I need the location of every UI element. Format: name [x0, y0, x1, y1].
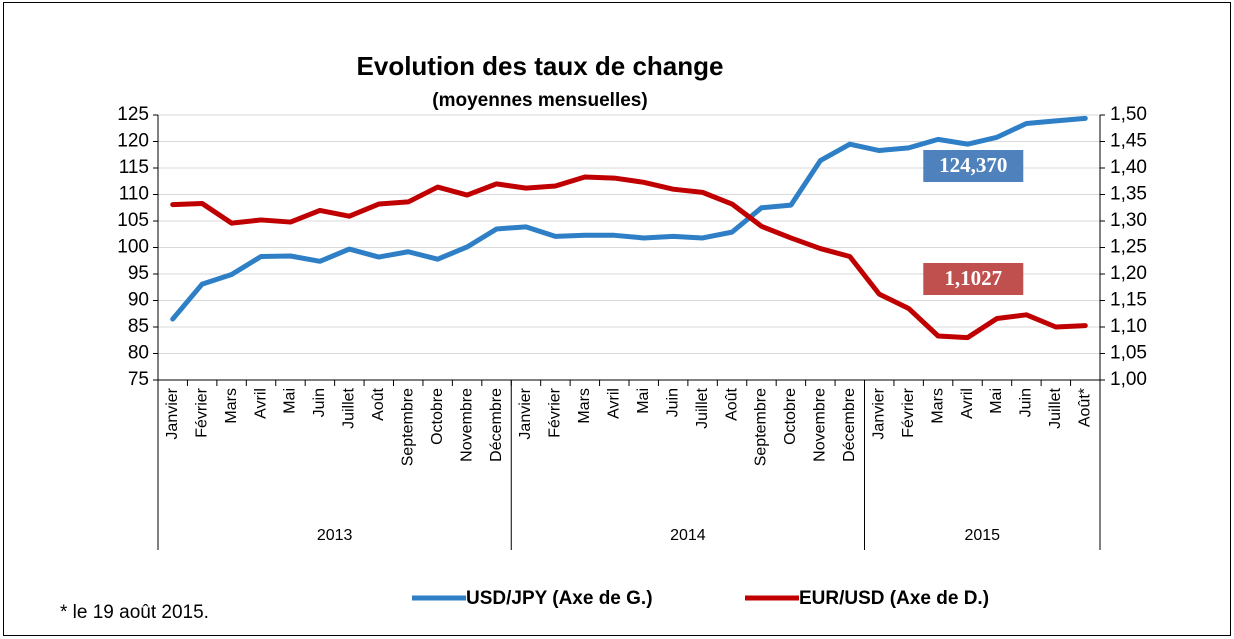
y-tick-label: 85: [128, 316, 149, 337]
y-tick-label: 75: [128, 369, 149, 390]
y2-tick-label: 1,05: [1110, 343, 1147, 364]
group-label: 2014: [670, 527, 706, 544]
chart-title: Evolution des taux de change: [357, 51, 724, 81]
x-tick-label: Février: [193, 387, 210, 437]
x-tick-label: Juillet: [341, 387, 358, 428]
group-label: 2015: [964, 527, 1000, 544]
x-tick-label: Mars: [223, 388, 240, 424]
x-tick-label: Septembre: [753, 388, 770, 466]
y-tick-label: 125: [117, 104, 149, 125]
y2-tick-label: 1,10: [1110, 316, 1147, 337]
x-tick-label: Mars: [576, 388, 593, 424]
y-tick-label: 105: [117, 210, 149, 231]
x-tick-label: Février: [547, 387, 564, 437]
y-tick-label: 95: [128, 263, 149, 284]
footnote: * le 19 août 2015.: [60, 602, 209, 623]
y2-tick-label: 1,35: [1110, 184, 1147, 205]
x-tick-label: Mai: [635, 388, 652, 414]
chart-subtitle: (moyennes mensuelles): [432, 90, 647, 111]
x-tick-label: Juillet: [694, 387, 711, 428]
x-tick-label: Août*: [1077, 388, 1094, 427]
x-tick-label: Avril: [252, 388, 269, 419]
legend-label: USD/JPY (Axe de G.): [466, 588, 653, 609]
x-tick-label: Août: [370, 387, 387, 420]
x-tick-label: Octobre: [782, 388, 799, 445]
x-tick-label: Juillet: [1047, 387, 1064, 428]
x-tick-label: Avril: [606, 388, 623, 419]
x-tick-label: Avril: [959, 388, 976, 419]
chart-frame: [3, 2, 1231, 636]
y2-tick-label: 1,30: [1110, 210, 1147, 231]
value-label: 1,1027: [944, 266, 1002, 290]
x-tick-label: Janvier: [517, 387, 534, 439]
x-tick-label: Février: [900, 387, 917, 437]
value-label-box: [923, 263, 1024, 295]
series-line: [170, 115, 1088, 322]
y2-tick-label: 1,00: [1110, 369, 1147, 390]
x-tick-label: Mars: [929, 388, 946, 424]
group-label: 2013: [317, 527, 353, 544]
y2-tick-label: 1,15: [1110, 290, 1147, 311]
value-label: 124,370: [939, 153, 1007, 177]
x-tick-label: Janvier: [164, 387, 181, 439]
y2-tick-label: 1,40: [1110, 157, 1147, 178]
x-tick-label: Septembre: [399, 388, 416, 466]
x-tick-label: Décembre: [488, 388, 505, 462]
y2-tick-label: 1,45: [1110, 131, 1147, 152]
x-tick-label: Juin: [664, 388, 681, 417]
y-tick-label: 100: [117, 237, 149, 258]
x-tick-label: Mai: [988, 388, 1005, 414]
series-line: [170, 174, 1088, 341]
y2-tick-label: 1,25: [1110, 237, 1147, 258]
y-tick-label: 120: [117, 131, 149, 152]
y2-tick-label: 1,20: [1110, 263, 1147, 284]
y-tick-label: 115: [119, 157, 149, 178]
x-tick-label: Novembre: [812, 388, 829, 462]
y2-tick-label: 1,50: [1110, 104, 1147, 125]
x-tick-label: Décembre: [841, 388, 858, 462]
x-tick-label: Octobre: [429, 388, 446, 445]
x-tick-label: Juin: [1018, 388, 1035, 417]
x-tick-label: Novembre: [458, 388, 475, 462]
y-tick-label: 110: [119, 184, 149, 205]
x-tick-label: Juin: [311, 388, 328, 417]
x-tick-label: Août: [723, 387, 740, 420]
value-label-box: [923, 150, 1024, 182]
y-tick-label: 80: [128, 343, 149, 364]
legend-label: EUR/USD (Axe de D.): [799, 588, 989, 609]
y-tick-label: 90: [128, 290, 149, 311]
x-tick-label: Mai: [282, 388, 299, 414]
x-tick-label: Janvier: [870, 387, 887, 439]
